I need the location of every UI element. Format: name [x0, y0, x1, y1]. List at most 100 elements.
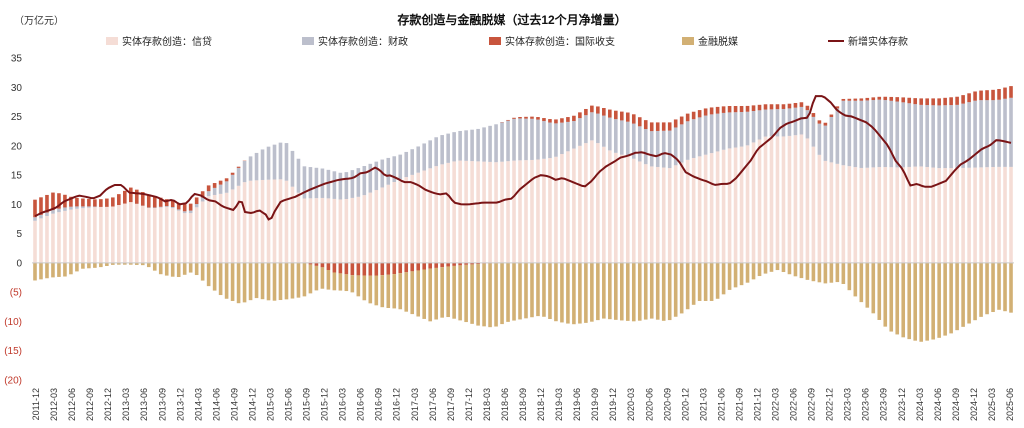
fiscal-bar — [350, 170, 355, 198]
x-tick-label: 2020-06 — [644, 388, 654, 421]
disintermediation-bar — [859, 262, 864, 303]
bop-bar — [536, 117, 540, 120]
disintermediation-bar — [757, 262, 762, 277]
credit-bar — [63, 210, 67, 263]
bop-bar-negative — [446, 262, 450, 267]
bop-bar — [206, 185, 211, 192]
fiscal-bar — [266, 146, 271, 180]
bop-bar — [949, 97, 953, 106]
fiscal-bar — [93, 206, 97, 208]
credit-bar — [721, 149, 726, 263]
bop-bar — [973, 91, 977, 101]
x-tick-label: 2012-09 — [85, 388, 95, 421]
disintermediation-bar — [494, 263, 498, 327]
fiscal-bar — [488, 125, 492, 162]
bop-bar — [811, 113, 816, 117]
fiscal-bar — [410, 149, 415, 175]
fiscal-bar — [649, 131, 654, 167]
legend-label: 实体存款创造：国际收支 — [505, 35, 615, 48]
disintermediation-bar — [33, 262, 37, 281]
fiscal-bar — [733, 112, 738, 148]
fiscal-bar — [799, 106, 804, 135]
credit-bar — [170, 208, 175, 263]
credit-bar — [925, 166, 929, 263]
fiscal-bar — [296, 158, 301, 193]
bop-bar — [548, 119, 552, 123]
x-tick-label: 2018-03 — [482, 388, 492, 421]
disintermediation-bar — [218, 262, 223, 296]
disintermediation-bar — [679, 262, 684, 314]
positive-bars — [33, 86, 1013, 263]
bop-bar-negative — [470, 262, 474, 265]
disintermediation-bar — [805, 262, 810, 280]
credit-bar — [272, 179, 277, 263]
credit-bar — [39, 218, 43, 263]
disintermediation-bar — [260, 262, 265, 300]
bop-bar — [566, 117, 570, 122]
credit-bar — [853, 167, 858, 263]
fiscal-bar — [757, 110, 762, 140]
x-tick-label: 2019-03 — [554, 388, 564, 421]
credit-bar — [757, 139, 762, 263]
credit-bar — [93, 207, 97, 263]
credit-bar — [446, 162, 450, 263]
credit-bar — [877, 167, 882, 263]
credit-bar — [937, 168, 941, 263]
disintermediation-bar — [614, 262, 618, 320]
fiscal-bar — [81, 206, 85, 209]
bop-bar — [146, 194, 151, 208]
disintermediation-bar — [284, 262, 289, 300]
bop-bar — [799, 102, 804, 107]
credit-bar — [344, 199, 349, 263]
x-tick-label: 2016-06 — [356, 388, 366, 421]
bop-bar — [703, 108, 708, 116]
fiscal-bar — [170, 207, 175, 209]
bop-bar — [1003, 87, 1007, 99]
bop-bar — [793, 102, 798, 108]
credit-bar — [805, 138, 810, 263]
credit-bar — [476, 161, 480, 263]
disintermediation-bar — [440, 267, 444, 318]
bop-bar-negative — [476, 262, 480, 265]
bop-bar — [739, 106, 744, 113]
credit-bar — [146, 207, 151, 263]
disintermediation-bar — [578, 262, 582, 324]
credit-bar — [883, 167, 888, 263]
fiscal-bar — [368, 163, 373, 193]
disintermediation-bar — [434, 267, 438, 320]
fiscal-bar — [206, 191, 211, 197]
legend: 实体存款创造：信贷 实体存款创造：财政 实体存款创造：国际收支 金融脱媒 新增实体存款 — [106, 35, 908, 48]
disintermediation-bar — [751, 262, 756, 280]
legend-label: 新增实体存款 — [848, 35, 908, 48]
bop-bar-negative — [356, 262, 361, 276]
x-tick-label: 2011-12 — [31, 388, 41, 420]
credit-bar — [901, 167, 906, 263]
disintermediation-bar — [188, 262, 193, 273]
disintermediation-bar — [745, 262, 750, 283]
bop-bar — [236, 166, 241, 168]
fiscal-bar — [518, 118, 522, 161]
credit-bar — [763, 136, 768, 263]
x-tick-label: 2013-03 — [121, 388, 131, 421]
fiscal-bar — [452, 132, 456, 162]
disintermediation-bar — [482, 263, 486, 327]
y-tick-label: 5 — [16, 229, 22, 240]
disintermediation-bar — [943, 262, 947, 336]
credit-bar — [470, 161, 474, 263]
credit-bar — [152, 208, 157, 263]
disintermediation-bar — [69, 262, 73, 275]
y-tick-label: 15 — [11, 171, 23, 182]
credit-bar — [57, 212, 61, 263]
fiscal-bar — [943, 105, 947, 169]
bop-bar — [769, 104, 774, 110]
disintermediation-bar — [164, 262, 169, 276]
fiscal-bar — [470, 129, 474, 162]
credit-bar — [811, 146, 816, 263]
credit-bar — [188, 213, 193, 263]
disintermediation-bar — [344, 274, 349, 292]
credit-bar — [596, 143, 600, 263]
fiscal-bar — [548, 122, 552, 159]
credit-bar — [739, 146, 744, 263]
disintermediation-bar — [991, 262, 995, 313]
